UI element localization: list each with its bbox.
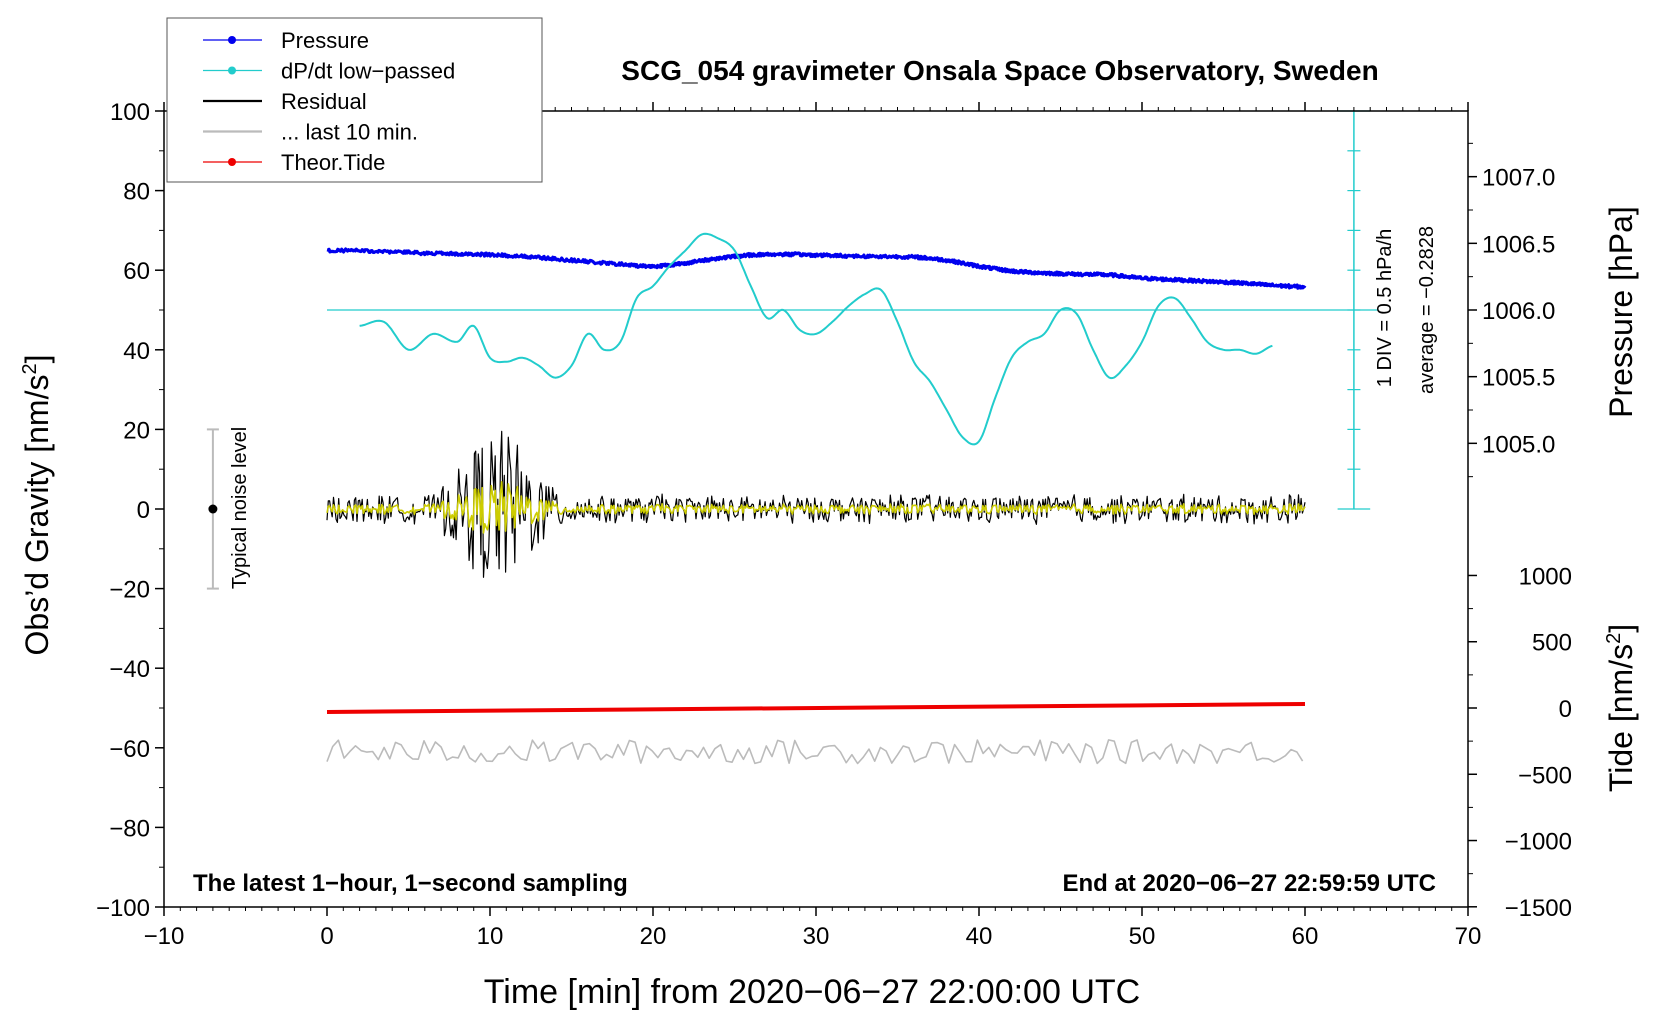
- last-10-min-line: [326, 739, 1304, 765]
- annotation-average: average = −0.2828: [1416, 226, 1438, 394]
- legend-label: dP/dt low−passed: [281, 59, 455, 84]
- annotation-end-time: End at 2020−06−27 22:59:59 UTC: [1062, 870, 1436, 897]
- legend-label: ... last 10 min.: [281, 120, 418, 145]
- pressure-line: [326, 247, 1307, 290]
- y-tick-label: −40: [109, 656, 150, 683]
- x-tick-label: 70: [1455, 923, 1482, 950]
- pressure-tick-label: 1006.5: [1482, 231, 1555, 258]
- legend-label: Pressure: [281, 28, 369, 53]
- x-tick-label: 10: [477, 923, 504, 950]
- x-axis-label: Time [min] from 2020−06−27 22:00:00 UTC: [484, 973, 1140, 1011]
- dpdt-line: [359, 232, 1273, 446]
- y-axis-label-pressure: Pressure [hPa]: [1603, 206, 1639, 418]
- y-tick-label: −100: [96, 895, 150, 922]
- legend-marker: [228, 36, 236, 44]
- x-tick-label: 20: [640, 923, 667, 950]
- series-layer: [206, 110, 1379, 765]
- tide-tick-label: −1000: [1505, 829, 1572, 856]
- y-tick-label: −80: [109, 815, 150, 842]
- x-tick-label: 50: [1129, 923, 1156, 950]
- legend-label: Theor.Tide: [281, 150, 385, 175]
- tide-tick-label: −1500: [1505, 895, 1572, 922]
- y-tick-label: −60: [109, 736, 150, 763]
- y-tick-label: 60: [123, 258, 150, 285]
- y-tick-label: 0: [137, 497, 150, 524]
- legend: Pressure dP/dt low−passed Residual ... last…: [166, 17, 543, 183]
- annotation-sampling: The latest 1−hour, 1−second sampling: [193, 870, 628, 897]
- chart-title: SCG_054 gravimeter Onsala Space Observat…: [621, 55, 1378, 86]
- tide-tick-label: 0: [1559, 696, 1572, 723]
- annotation-scale-div: 1 DIV = 0.5 hPa/h: [1374, 229, 1396, 387]
- tide-tick-label: 500: [1532, 630, 1572, 657]
- x-tick-label: 30: [803, 923, 830, 950]
- pressure-tick-label: 1006.0: [1482, 298, 1555, 325]
- y-tick-label: 80: [123, 179, 150, 206]
- axes-layer: −10 0 10 20 30 40 50 60 70100806040200−20−40−60−…: [96, 99, 1572, 950]
- legend-label: Residual: [281, 89, 367, 114]
- y-tick-label: 100: [110, 99, 150, 126]
- pressure-tick-label: 1005.5: [1482, 365, 1555, 392]
- y-axis-label-left: Obs’d Gravity [nm/s2]: [19, 355, 55, 656]
- x-tick-label: 0: [320, 923, 333, 950]
- tide-tick-label: 1000: [1519, 563, 1572, 590]
- noise-level-label: Typical noise level: [229, 427, 251, 589]
- y-tick-label: 20: [123, 417, 150, 444]
- x-tick-label: −10: [144, 923, 185, 950]
- pressure-tick-label: 1007.0: [1482, 165, 1555, 192]
- tide-line: [326, 702, 1306, 714]
- y-tick-label: 40: [123, 338, 150, 365]
- x-tick-label: 40: [966, 923, 993, 950]
- residual-filtered-line: [326, 480, 1306, 534]
- legend-entries: Pressure dP/dt low−passed Residual ... last…: [203, 28, 455, 175]
- legend-marker: [228, 158, 236, 166]
- legend-marker: [228, 66, 236, 75]
- x-tick-label: 60: [1292, 923, 1319, 950]
- pressure-tick-label: 1005.0: [1482, 431, 1555, 458]
- noise-bar-center: [208, 504, 218, 514]
- y-tick-label: −20: [109, 577, 150, 604]
- tide-tick-label: −500: [1518, 762, 1572, 789]
- y-axis-label-tide: Tide [nm/s2]: [1603, 624, 1639, 792]
